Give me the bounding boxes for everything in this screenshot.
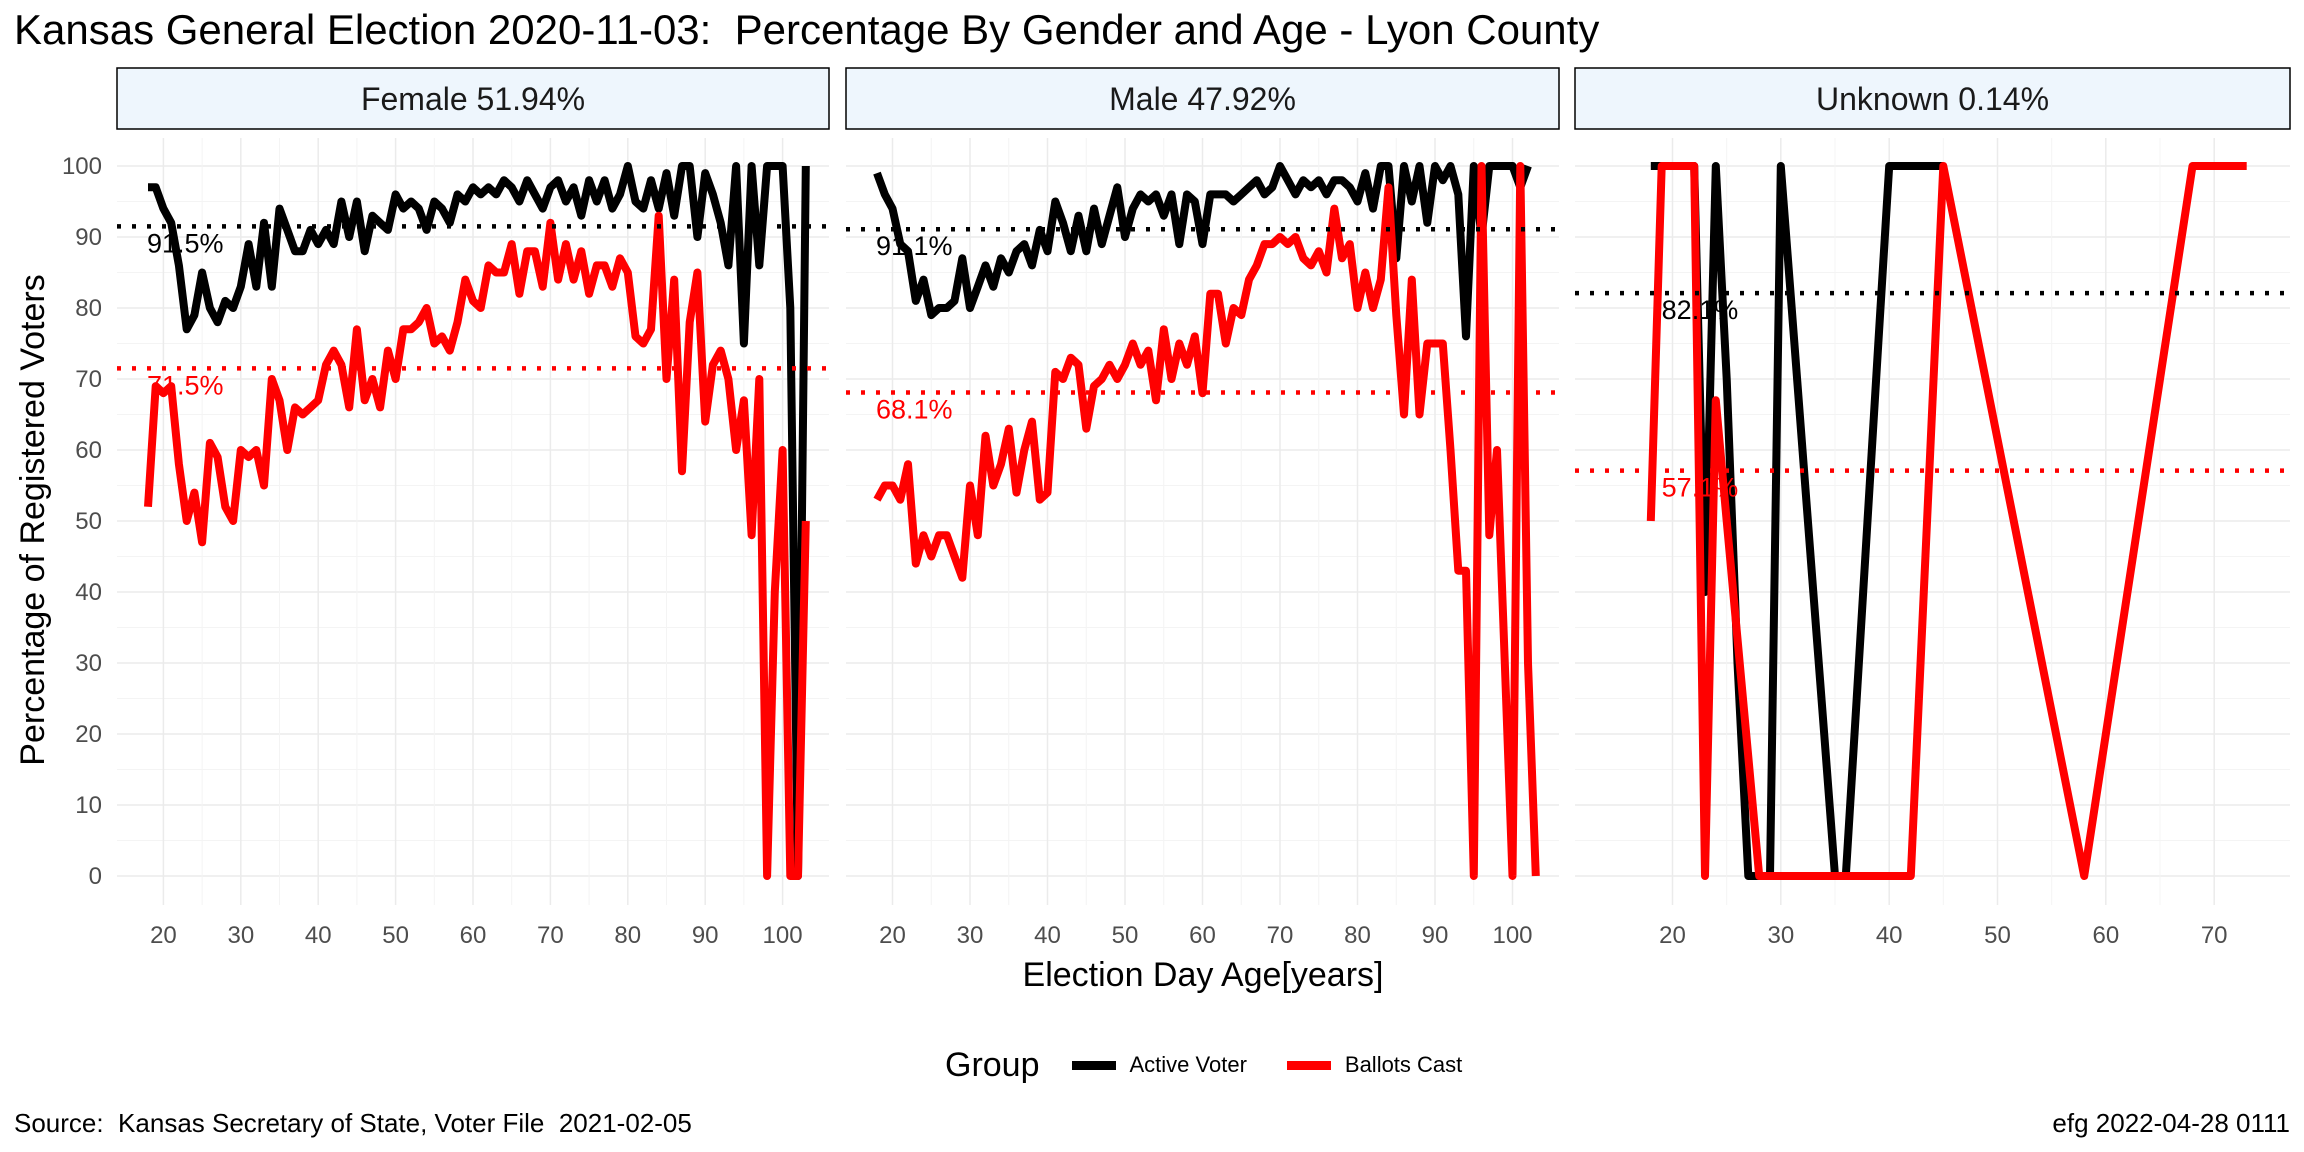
x-tick-label: 90 xyxy=(692,922,719,949)
y-tick-label: 70 xyxy=(75,366,102,393)
x-tick-label: 30 xyxy=(957,922,984,949)
ballots-mean-label: 71.5% xyxy=(147,370,224,400)
line-ballots-cast xyxy=(1646,162,2247,880)
x-tick-label: 90 xyxy=(1422,922,1449,949)
line-ballots-cast xyxy=(873,162,1540,880)
facet-panel-2: Male 47.92% 20 30 40 50 60 70 80 90 100 91.1% 68.1% xyxy=(845,67,1560,949)
y-tick-label: 90 xyxy=(75,224,102,251)
x-tick-label: 50 xyxy=(1984,922,2011,949)
x-tick-label: 20 xyxy=(1659,922,1686,949)
y-tick-label: 0 xyxy=(89,863,102,890)
line-ballots-cast xyxy=(144,211,810,880)
x-tick-label: 70 xyxy=(537,922,564,949)
facet-strip xyxy=(845,67,1560,130)
line-active-voter xyxy=(148,162,810,880)
x-tick-label: 60 xyxy=(1189,922,1216,949)
chart-title: Kansas General Election 2020-11-03: Perc… xyxy=(14,6,1600,53)
x-tick-label: 70 xyxy=(2201,922,2228,949)
ballots-mean-label: 68.1% xyxy=(876,394,953,424)
x-tick-label: 70 xyxy=(1267,922,1294,949)
legend: Group Active Voter Ballots Cast xyxy=(945,1040,1502,1090)
legend-key-ballots xyxy=(1286,1060,1331,1070)
legend-key-active xyxy=(1071,1060,1116,1070)
x-tick-label: 60 xyxy=(460,922,487,949)
x-tick-label: 40 xyxy=(305,922,332,949)
x-axis-label: Election Day Age[years] xyxy=(1023,956,1384,994)
x-tick-label: 20 xyxy=(879,922,906,949)
x-tick-label: 50 xyxy=(1112,922,1139,949)
x-tick-label: 100 xyxy=(763,922,803,949)
facet-panel-3: Unknown 0.14% 20 30 40 50 60 70 82.1% 57.1% xyxy=(1574,67,2291,949)
x-tick-label: 40 xyxy=(1876,922,1903,949)
y-tick-label: 40 xyxy=(75,579,102,606)
active-mean-label: 82.1% xyxy=(1662,295,1739,325)
y-tick-label: 10 xyxy=(75,792,102,819)
x-tick-label: 20 xyxy=(150,922,177,949)
x-tick-label: 100 xyxy=(1492,922,1532,949)
y-tick-label: 80 xyxy=(75,295,102,322)
y-tick-label: 50 xyxy=(75,508,102,535)
legend-label-active: Active Voter xyxy=(1129,1052,1247,1077)
source-note: Source: Kansas Secretary of State, Voter… xyxy=(14,1108,692,1138)
line-active-voter xyxy=(873,162,1532,341)
facet-strip xyxy=(1574,67,2291,130)
y-tick-label: 60 xyxy=(75,437,102,464)
y-tick-label: 30 xyxy=(75,650,102,677)
facet-strip xyxy=(116,67,830,130)
x-tick-label: 60 xyxy=(2092,922,2119,949)
x-tick-label: 50 xyxy=(382,922,409,949)
x-tick-label: 30 xyxy=(227,922,254,949)
y-tick-label: 100 xyxy=(62,153,102,180)
active-mean-label: 91.1% xyxy=(876,231,953,261)
facet-strip-label: Unknown 0.14% xyxy=(1816,81,2049,117)
x-tick-label: 40 xyxy=(1034,922,1061,949)
x-tick-label: 30 xyxy=(1767,922,1794,949)
facet-strip-label: Female 51.94% xyxy=(361,81,585,117)
y-tick-label: 20 xyxy=(75,721,102,748)
x-tick-label: 80 xyxy=(1344,922,1371,949)
ballots-mean-label: 57.1% xyxy=(1662,473,1739,503)
y-axis-label: Percentage of Registered Voters xyxy=(14,274,52,765)
facet-panel-1: Female 51.94% 20 30 40 50 60 70 80 90 100 91.5% 71.… xyxy=(116,67,830,949)
legend-label-ballots: Ballots Cast xyxy=(1344,1052,1463,1077)
facet-strip-label: Male 47.92% xyxy=(1109,81,1296,117)
x-tick-label: 80 xyxy=(614,922,641,949)
active-mean-label: 91.5% xyxy=(147,228,224,258)
legend-title: Group xyxy=(945,1045,1040,1084)
author-stamp: efg 2022-04-28 0111 xyxy=(2052,1108,2290,1138)
